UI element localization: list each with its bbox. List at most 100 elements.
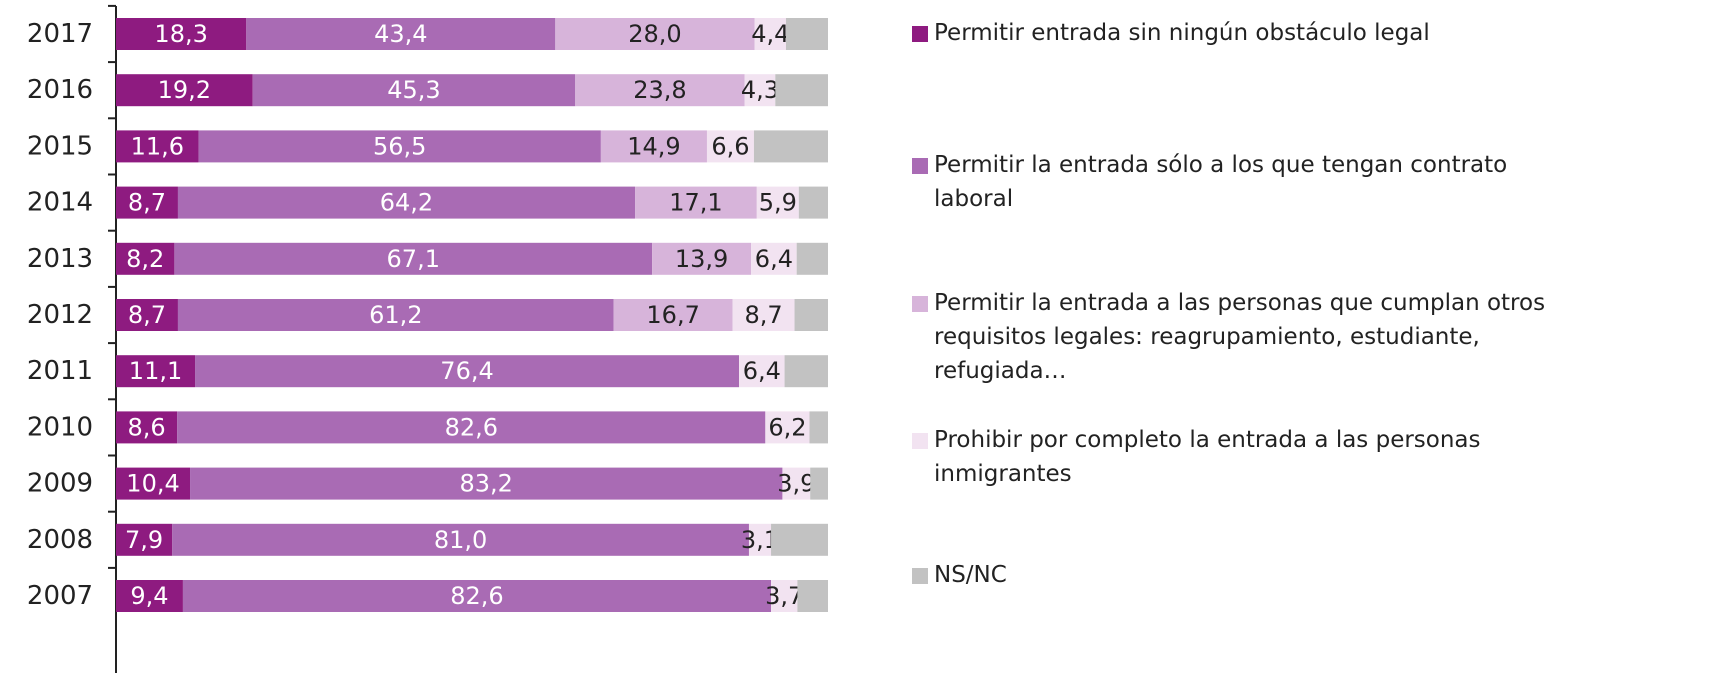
data-label: 9,4 — [130, 582, 168, 610]
bar-segment — [771, 523, 828, 556]
data-label: 7,9 — [125, 526, 163, 554]
bar-segment — [785, 18, 828, 50]
bar-segment — [116, 299, 178, 331]
bar-segment — [765, 411, 810, 444]
bar-segment — [116, 242, 175, 275]
data-label: 6,6 — [711, 132, 749, 160]
y-tick-label: 2012 — [27, 300, 93, 330]
bar-segment — [116, 467, 191, 500]
data-label: 23,8 — [633, 76, 686, 104]
bar-segment — [635, 186, 757, 219]
bar-segment — [613, 299, 733, 331]
legend-item: NS/NC — [912, 558, 1692, 592]
data-label: 82,6 — [450, 582, 503, 610]
bar-segment — [116, 130, 199, 163]
bar-segment — [195, 355, 740, 388]
data-label: 6,4 — [743, 357, 781, 385]
bar-segment — [116, 74, 253, 107]
bar-segment — [116, 18, 247, 50]
bar-segment — [794, 299, 828, 331]
data-label: 64,2 — [380, 189, 433, 217]
legend-item: Permitir la entrada a las personas que c… — [912, 286, 1692, 388]
data-label: 5,9 — [759, 189, 797, 217]
data-label: 13,9 — [675, 245, 728, 273]
bar-segment — [190, 467, 783, 500]
data-label: 83,2 — [460, 470, 513, 498]
data-label: 43,4 — [374, 20, 427, 48]
data-label: 16,7 — [646, 301, 699, 329]
y-tick-label: 2008 — [27, 525, 93, 555]
data-label: 18,3 — [154, 20, 207, 48]
legend-swatch — [912, 433, 928, 449]
legend-label: NS/NC — [934, 562, 1007, 588]
data-label: 8,7 — [128, 189, 166, 217]
bar-segment — [182, 580, 772, 612]
y-tick-label: 2015 — [27, 131, 93, 161]
bar-segment — [652, 242, 752, 275]
bar-segment — [177, 411, 766, 444]
y-tick-label: 2013 — [27, 244, 93, 274]
y-tick-label: 2014 — [27, 188, 93, 218]
bar-segment — [116, 355, 196, 388]
bar-segment — [246, 18, 556, 50]
y-tick-label: 2010 — [27, 412, 93, 442]
data-label: 8,6 — [128, 413, 166, 441]
bar-segment — [771, 580, 798, 612]
bar-segment — [782, 467, 811, 500]
legend-item: Permitir la entrada sólo a los que tenga… — [912, 148, 1692, 216]
legend-item: Prohibir por completo la entrada a las p… — [912, 423, 1692, 491]
bar-segment — [784, 355, 828, 388]
data-label: 6,2 — [768, 413, 806, 441]
bar-segment — [172, 523, 749, 556]
data-label: 81,0 — [434, 526, 487, 554]
data-label: 14,9 — [627, 132, 680, 160]
bar-segment — [252, 74, 576, 107]
bar-segment — [116, 580, 183, 612]
legend-swatch — [912, 26, 928, 42]
data-label: 8,7 — [128, 301, 166, 329]
legend-label: Permitir la entrada a las personas que c… — [934, 290, 1546, 384]
bar-segment — [732, 299, 795, 331]
bar-segment — [810, 467, 828, 500]
data-label: 11,6 — [131, 132, 184, 160]
y-tick-label: 2017 — [27, 19, 93, 49]
bar-segment — [555, 18, 755, 50]
y-tick-label: 2016 — [27, 75, 93, 105]
y-tick-label: 2007 — [27, 581, 93, 611]
bar-segment — [744, 74, 776, 107]
data-label: 11,1 — [129, 357, 182, 385]
legend-swatch — [912, 568, 928, 584]
bar-segment — [796, 242, 828, 275]
data-label: 8,2 — [126, 245, 164, 273]
y-tick-label: 2009 — [27, 469, 93, 499]
legend-label: Permitir entrada sin ningún obstáculo le… — [934, 20, 1430, 46]
bar-segment — [116, 523, 173, 556]
bar-segment — [739, 355, 785, 388]
data-label: 3,7 — [765, 582, 803, 610]
bar-segment — [174, 242, 653, 275]
bar-segment — [751, 242, 797, 275]
bar-segment — [798, 186, 828, 219]
data-label: 3,9 — [777, 470, 815, 498]
bar-segment — [754, 18, 786, 50]
data-label: 56,5 — [373, 132, 426, 160]
data-label: 6,4 — [755, 245, 793, 273]
bar-segment — [706, 130, 754, 163]
bar-segment — [177, 186, 636, 219]
chart: 2017 18,3 43,4 28,0 4,4 2016 19,2 45,3 23,8 4,3 20… — [27, 4, 828, 673]
data-label: 61,2 — [369, 301, 422, 329]
data-label: 67,1 — [387, 245, 440, 273]
data-label: 8,7 — [744, 301, 782, 329]
data-label: 19,2 — [158, 76, 211, 104]
bar-segment — [756, 186, 799, 219]
legend-label: Prohibir por completo la entrada a las p… — [934, 427, 1481, 487]
legend-label: Permitir la entrada sólo a los que tenga… — [934, 152, 1508, 212]
data-label: 17,1 — [669, 189, 722, 217]
bar-segment — [775, 74, 828, 107]
data-label: 76,4 — [440, 357, 493, 385]
bar-segment — [600, 130, 707, 163]
bar-segment — [753, 130, 828, 163]
data-label: 4,3 — [741, 76, 779, 104]
legend-item: Permitir entrada sin ningún obstáculo le… — [912, 16, 1692, 50]
